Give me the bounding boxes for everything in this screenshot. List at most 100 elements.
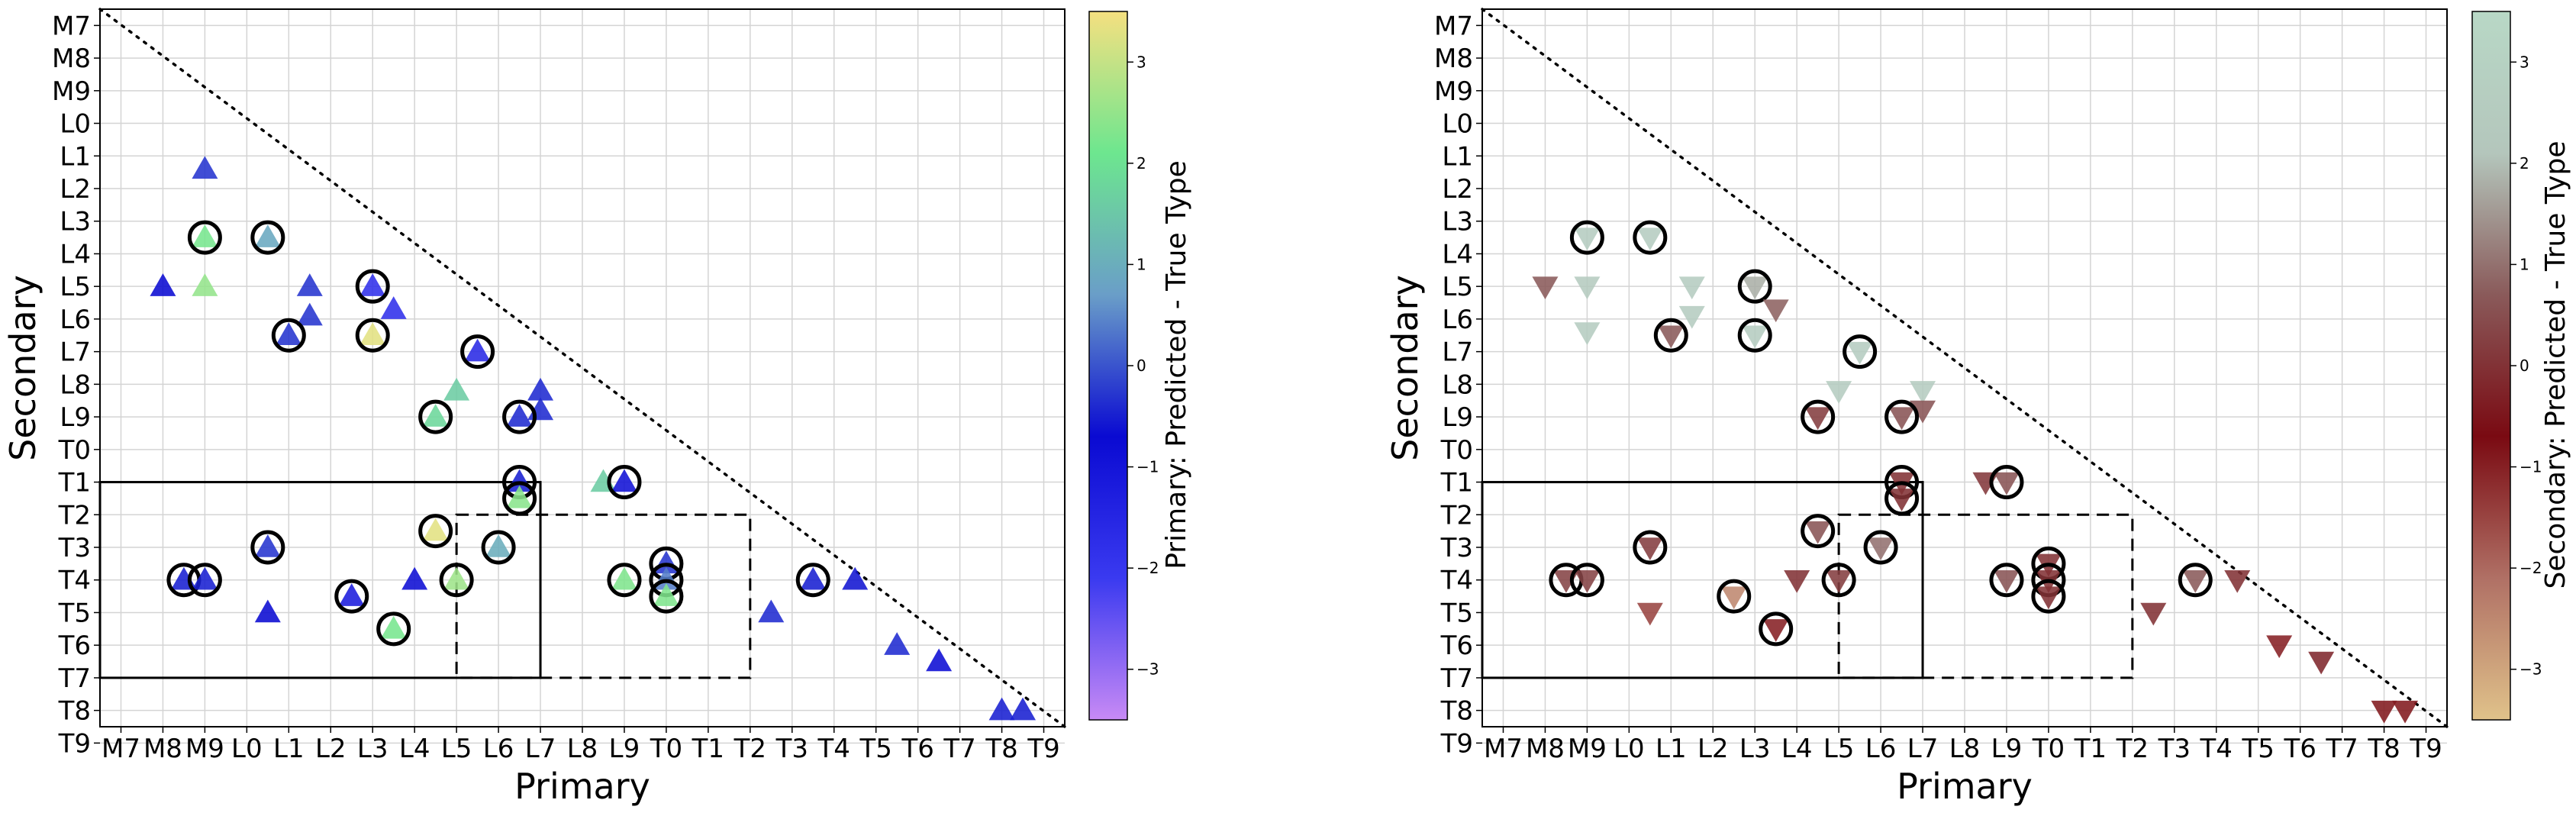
data-point bbox=[506, 485, 533, 508]
colorbar-tick-label: −1 bbox=[1136, 458, 1159, 476]
y-tick-label: M8 bbox=[1434, 44, 1473, 74]
data-point-ring bbox=[460, 334, 495, 369]
data-point-ring bbox=[334, 579, 369, 614]
data-point-ring bbox=[250, 220, 285, 255]
y-tick-label: L4 bbox=[1442, 239, 1473, 269]
data-point bbox=[1762, 299, 1789, 323]
data-point-ring bbox=[1633, 530, 1668, 565]
x-tick-label: L8 bbox=[1949, 734, 1981, 764]
data-point-ring bbox=[1989, 465, 2024, 500]
y-tick-label: L7 bbox=[1442, 337, 1473, 368]
data-point bbox=[1574, 569, 1601, 593]
y-tick-label: T5 bbox=[58, 598, 91, 628]
data-point bbox=[1846, 341, 1873, 365]
data-point bbox=[842, 566, 869, 590]
data-point-ring bbox=[1884, 399, 1920, 434]
data-point-ring bbox=[1821, 563, 1856, 598]
data-point-ring bbox=[649, 579, 684, 614]
data-point bbox=[464, 338, 491, 362]
data-point-ring bbox=[2178, 563, 2213, 598]
data-point-ring bbox=[1884, 481, 1920, 516]
x-tick-label: L6 bbox=[1865, 734, 1897, 764]
data-point bbox=[988, 697, 1015, 721]
right-colorbar bbox=[2471, 11, 2511, 721]
data-point bbox=[1636, 227, 1663, 251]
y-tick-label: L3 bbox=[1442, 207, 1473, 237]
data-point bbox=[150, 273, 176, 296]
data-point-ring bbox=[376, 611, 411, 647]
data-point-ring bbox=[1801, 399, 1836, 434]
y-tick-label: L0 bbox=[1442, 109, 1473, 140]
data-point-ring bbox=[1653, 318, 1688, 353]
right-panel: M7 M8 M9 L0 L1 L2 L3 L4 L5 L6 L7 L8 L9 T0 T1 T2 T3 T4 T5 T6… bbox=[1385, 8, 2571, 807]
data-point bbox=[506, 404, 533, 427]
colorbar-tick-label: 0 bbox=[1136, 356, 1146, 375]
data-point bbox=[527, 377, 554, 401]
data-point-ring bbox=[439, 563, 474, 598]
data-point bbox=[443, 566, 470, 590]
data-point-ring bbox=[607, 563, 642, 598]
data-point-ring bbox=[187, 563, 222, 598]
x-tick-label: T0 bbox=[2032, 734, 2065, 764]
y-tick-label: T8 bbox=[58, 696, 91, 727]
x-tick-label: L9 bbox=[609, 734, 640, 764]
y-tick-label: T0 bbox=[58, 435, 91, 466]
x-tick-label: T4 bbox=[817, 734, 850, 764]
data-point bbox=[1678, 305, 1705, 329]
x-tick-label: T8 bbox=[985, 734, 1017, 764]
x-tick-label: L9 bbox=[1991, 734, 2023, 764]
y-tick-label: L9 bbox=[1442, 402, 1473, 433]
data-point-ring bbox=[418, 514, 453, 549]
x-tick-label: L0 bbox=[1614, 734, 1645, 764]
data-point bbox=[2266, 635, 2293, 659]
x-tick-label: L5 bbox=[1823, 734, 1855, 764]
colorbar-tick-label: 3 bbox=[1136, 53, 1146, 71]
data-point-ring bbox=[1759, 611, 1794, 647]
right-x-ticks: M7 M8 M9 L0 L1 L2 L3 L4 L5 L6 L7 L8 L9 T0 T1 T2 T3 T4 T5 T6… bbox=[1484, 727, 2442, 764]
colorbar-tick-label: −2 bbox=[2520, 559, 2542, 577]
x-tick-label: M8 bbox=[143, 734, 182, 764]
y-tick-label: T2 bbox=[1440, 500, 1473, 531]
right-y-ticks: M7M8M9L0L1L2L3L4L5L6L7L8L9T0T1T2T3T4T5T6… bbox=[1434, 11, 1482, 759]
y-tick-label: M8 bbox=[52, 44, 91, 74]
dashed-region-box bbox=[455, 513, 752, 679]
dashed-region-box bbox=[1837, 513, 2134, 679]
data-point bbox=[380, 296, 407, 319]
diagonal-line bbox=[1481, 8, 2449, 728]
x-tick-label: T6 bbox=[901, 734, 933, 764]
data-point bbox=[800, 566, 827, 590]
y-tick-label: M9 bbox=[1434, 76, 1473, 107]
y-tick-label: L6 bbox=[60, 305, 91, 335]
data-point-ring bbox=[502, 399, 537, 434]
x-tick-label: L4 bbox=[1781, 734, 1813, 764]
data-point bbox=[296, 302, 323, 326]
right-colorbar-ticks: 3 2 1 0 −1 −2 −3 bbox=[2510, 53, 2542, 679]
x-tick-label: T4 bbox=[2200, 734, 2233, 764]
x-tick-label: T6 bbox=[2283, 734, 2316, 764]
data-point bbox=[1888, 489, 1915, 511]
data-point bbox=[2182, 569, 2209, 593]
colorbar-tick-label: 1 bbox=[2520, 255, 2529, 273]
y-tick-label: T3 bbox=[1440, 533, 1473, 563]
colorbar-tick-label: −2 bbox=[1136, 559, 1159, 577]
data-point bbox=[1742, 276, 1768, 300]
data-point bbox=[611, 469, 637, 492]
left-y-ticks: M7M8M9L0L1L2L3L4L5L6L7L8L9T0T1T2T3T4T5T6… bbox=[52, 11, 100, 759]
y-tick-label: T2 bbox=[58, 500, 91, 531]
data-point bbox=[296, 273, 323, 296]
x-tick-label: L4 bbox=[399, 734, 430, 764]
data-point bbox=[338, 583, 365, 606]
y-tick-label: M7 bbox=[1434, 11, 1473, 41]
y-tick-label: T7 bbox=[1440, 663, 1473, 694]
x-tick-label: L7 bbox=[1907, 734, 1939, 764]
x-tick-label: T2 bbox=[2116, 734, 2149, 764]
y-tick-label: T4 bbox=[1440, 566, 1473, 596]
x-tick-label: M9 bbox=[185, 734, 224, 764]
data-point bbox=[254, 224, 281, 247]
left-grid bbox=[100, 9, 1065, 744]
x-tick-label: T5 bbox=[2241, 734, 2274, 764]
left-colorbar-label: Primary: Predicted - True Type bbox=[1161, 160, 1192, 569]
data-point bbox=[1910, 381, 1936, 404]
right-y-axis-label: Secondary bbox=[1385, 275, 1426, 461]
